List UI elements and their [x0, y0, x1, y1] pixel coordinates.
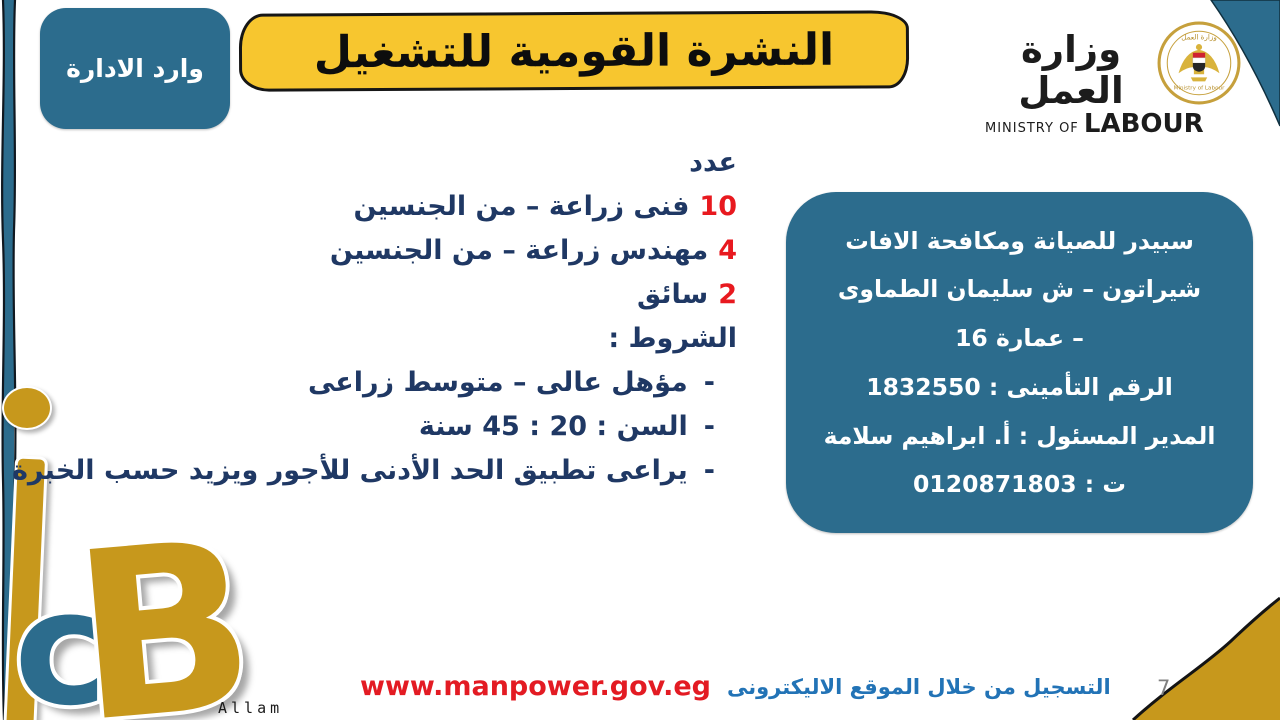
company-address-1: شيراتون – ش سليمان الطماوى	[837, 275, 1202, 304]
page-number: 7	[1157, 676, 1171, 700]
condition-text: السن : 20 : 45 سنة	[418, 411, 688, 442]
bullet-dash: -	[703, 411, 715, 442]
registration-footer: www.manpower.gov.eg التسجيل من خلال المو…	[360, 671, 1111, 702]
responsible-manager: المدير المسئول : أ. ابراهيم سلامة	[823, 421, 1216, 450]
ministry-name-english: MINISTRY OF LABOUR	[985, 109, 1204, 140]
count-header: عدد	[689, 147, 737, 178]
bullet-dash: -	[703, 455, 715, 486]
company-info-card: سبيدر للصيانة ومكافحة الافات شيراتون – ش…	[786, 192, 1253, 533]
condition-row: -مؤهل عالى – متوسط زراعى	[0, 361, 737, 405]
vacancy-row: 10 فنى زراعة – من الجنسين	[0, 185, 737, 229]
seal-eagle-base	[1190, 77, 1208, 82]
vacancy-count: 10	[699, 191, 737, 222]
condition-row: -السن : 20 : 45 سنة	[0, 405, 737, 449]
condition-text: يراعى تطبيق الحد الأدنى للأجور ويزيد حسب…	[11, 455, 688, 486]
ministry-brand: وزارة العمل MINISTRY OF LABOUR	[985, 28, 1204, 140]
website-link[interactable]: www.manpower.gov.eg	[360, 671, 711, 702]
received-administration-badge: وارد الادارة	[40, 8, 230, 129]
vacancy-title: فنى زراعة – من الجنسين	[353, 191, 690, 222]
bullet-dash: -	[703, 367, 715, 398]
vacancy-count: 2	[718, 279, 737, 310]
condition-row: -يراعى تطبيق الحد الأدنى للأجور ويزيد حس…	[0, 449, 737, 493]
conditions-header: الشروط :	[608, 323, 737, 354]
vacancy-title: سائق	[637, 279, 709, 310]
author-credit: Allam	[218, 699, 284, 717]
vacancy-row: 2 سائق	[0, 273, 737, 317]
seal-bottom-text: Ministry of Labour	[1174, 86, 1225, 92]
phone-number: ت : 0120871803	[913, 470, 1126, 499]
ministry-name-arabic: وزارة العمل	[1018, 28, 1124, 112]
vacancy-row: 4 مهندس زراعة – من الجنسين	[0, 229, 737, 273]
vacancies-list: عدد 10 فنى زراعة – من الجنسين 4 مهندس زراع…	[0, 141, 737, 493]
vacancy-count: 4	[718, 235, 737, 266]
seal-top-text: وزارة العمل	[1181, 32, 1217, 41]
slide-title-banner: النشرة القومية للتشغيل	[238, 10, 910, 92]
company-address-2: – عمارة 16	[955, 324, 1084, 353]
vacancy-title: مهندس زراعة – من الجنسين	[329, 235, 709, 266]
condition-text: مؤهل عالى – متوسط زراعى	[307, 367, 688, 398]
company-name: سبيدر للصيانة ومكافحة الافات	[845, 226, 1194, 255]
register-instruction: التسجيل من خلال الموقع الاليكترونى	[726, 674, 1111, 699]
insurance-number: الرقم التأمينى : 1832550	[866, 372, 1173, 401]
seal-eagle-head	[1195, 44, 1203, 51]
left-edge-bar	[3, 0, 14, 720]
ministry-seal-icon: وزارة العمل Ministry of Labour	[1157, 21, 1241, 105]
